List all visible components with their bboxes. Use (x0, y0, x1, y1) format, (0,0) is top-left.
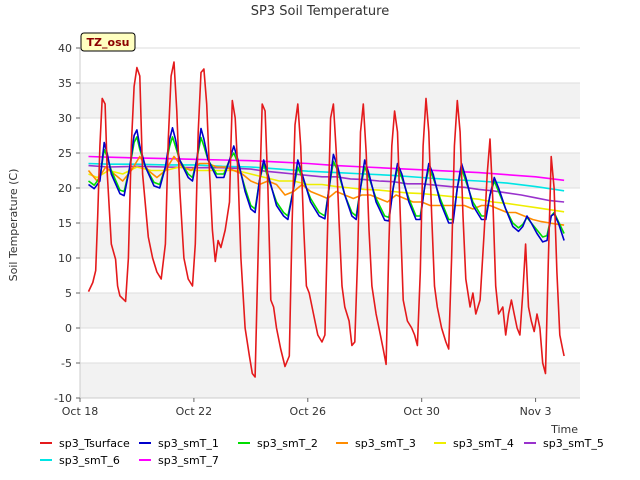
legend-item-sp3_smT_3: sp3_smT_3 (336, 437, 416, 450)
y-axis-label: Soil Temperature (C) (7, 169, 20, 282)
x-tick-label: Oct 26 (290, 405, 327, 418)
plot-band (80, 363, 580, 398)
legend-label: sp3_smT_5 (543, 437, 604, 450)
legend-label: sp3_smT_1 (158, 437, 219, 450)
series-line-sp3_smT_7 (88, 155, 565, 182)
plot-band (80, 223, 580, 258)
legend-label: sp3_Tsurface (59, 437, 130, 450)
site-badge-label: TZ_osu (87, 36, 130, 49)
y-tick-label: 0 (65, 322, 72, 335)
y-tick-label: -5 (61, 357, 72, 370)
x-axis-label: Time (550, 423, 578, 436)
legend-item-sp3_Tsurface: sp3_Tsurface (40, 437, 130, 450)
y-tick-label: 20 (58, 182, 72, 195)
series-line-sp3_smT_1 (88, 127, 565, 243)
x-axis-ticks: Oct 18 Oct 22 Oct 26 Oct 30 Nov 3 (62, 398, 552, 418)
legend-label: sp3_smT_2 (257, 437, 318, 450)
legend: sp3_Tsurface sp3_smT_1 sp3_smT_2 sp3_smT_3 s… (40, 437, 604, 467)
series-line-sp3_smT_4 (88, 166, 565, 213)
legend-label: sp3_smT_6 (59, 454, 120, 467)
chart-title: SP3 Soil Temperature (251, 4, 389, 19)
legend-item-sp3_smT_1: sp3_smT_1 (139, 437, 219, 450)
series-layer (87, 61, 565, 378)
y-tick-label: 40 (58, 42, 72, 55)
legend-label: sp3_smT_4 (453, 437, 514, 450)
series-line-sp3_Tsurface (87, 61, 565, 378)
site-badge-box (80, 32, 136, 52)
y-axis-ticks: -10 -5 0 5 10 15 20 25 30 35 40 (54, 42, 80, 405)
x-tick-label: Oct 18 (62, 405, 99, 418)
y-tick-label: 15 (58, 217, 72, 230)
y-tick-label: 5 (65, 287, 72, 300)
y-tick-label: 10 (58, 252, 72, 265)
x-tick-label: Oct 30 (403, 405, 440, 418)
legend-label: sp3_smT_7 (158, 454, 219, 467)
plot-band (80, 83, 580, 118)
series-line-sp3_smT_6 (88, 162, 565, 192)
site-badge: TZ_osu (80, 32, 136, 52)
legend-item-sp3_smT_5: sp3_smT_5 (524, 437, 604, 450)
legend-item-sp3_smT_2: sp3_smT_2 (238, 437, 318, 450)
legend-label: sp3_smT_3 (355, 437, 416, 450)
y-tick-label: -10 (54, 392, 72, 405)
legend-item-sp3_smT_7: sp3_smT_7 (139, 454, 219, 467)
y-tick-label: 25 (58, 147, 72, 160)
x-tick-label: Oct 22 (176, 405, 213, 418)
legend-item-sp3_smT_4: sp3_smT_4 (434, 437, 514, 450)
y-tick-label: 30 (58, 112, 72, 125)
y-tick-label: 35 (58, 77, 72, 90)
x-tick-label: Nov 3 (520, 405, 552, 418)
legend-item-sp3_smT_6: sp3_smT_6 (40, 454, 120, 467)
